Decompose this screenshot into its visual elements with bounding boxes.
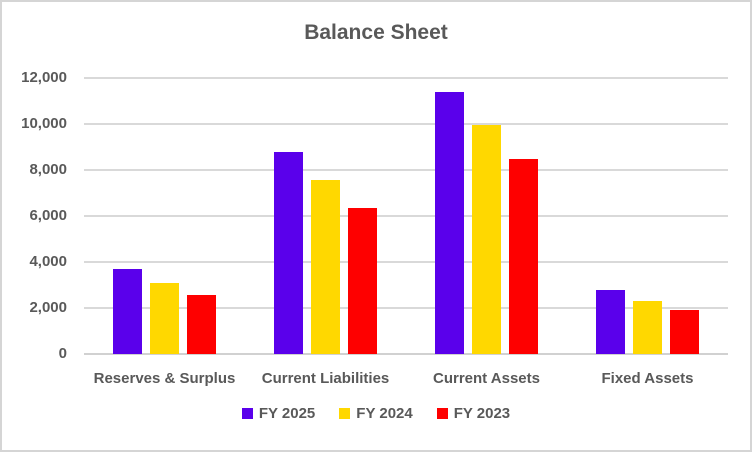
- gridline: [84, 261, 728, 263]
- gridline: [84, 307, 728, 309]
- bar: [596, 289, 625, 354]
- bar: [311, 180, 340, 354]
- gridline: [84, 215, 728, 217]
- category-label: Reserves & Surplus: [93, 370, 236, 387]
- bar: [435, 91, 464, 354]
- legend-item: FY 2023: [436, 405, 511, 422]
- chart-title: Balance Sheet: [304, 21, 448, 44]
- bar: [187, 295, 216, 354]
- bar: [274, 151, 303, 354]
- bar: [509, 158, 538, 354]
- bar: [472, 125, 501, 354]
- legend-label: FY 2023: [453, 405, 511, 422]
- y-tick-label: 10,000: [21, 115, 67, 132]
- y-tick-label: 8,000: [29, 161, 67, 178]
- gridline: [84, 123, 728, 125]
- legend-item: FY 2024: [339, 405, 413, 422]
- gridline: [84, 77, 728, 79]
- category-label: Current Assets: [433, 370, 540, 387]
- category-label: Current Liabilities: [261, 370, 390, 387]
- y-tick-label: 4,000: [29, 253, 67, 270]
- bar: [633, 301, 662, 354]
- category-label: Fixed Assets: [601, 370, 694, 387]
- legend-swatch: [436, 408, 448, 419]
- legend-swatch: [241, 408, 253, 419]
- legend: FY 2025 FY 2024 FY 2023: [0, 405, 752, 422]
- y-tick-label: 2,000: [29, 299, 67, 316]
- bar: [150, 282, 179, 354]
- legend-label: FY 2025: [258, 405, 316, 422]
- legend-swatch: [339, 408, 351, 419]
- legend-label: FY 2024: [356, 405, 413, 422]
- legend-item: FY 2025: [241, 405, 316, 422]
- bar: [113, 268, 142, 354]
- y-tick-label: 6,000: [29, 207, 67, 224]
- bar: [670, 310, 699, 354]
- bar: [348, 207, 377, 354]
- y-tick-label: 0: [58, 345, 67, 362]
- gridline: [84, 169, 728, 171]
- y-tick-label: 12,000: [21, 69, 67, 86]
- x-axis-line: [84, 353, 728, 355]
